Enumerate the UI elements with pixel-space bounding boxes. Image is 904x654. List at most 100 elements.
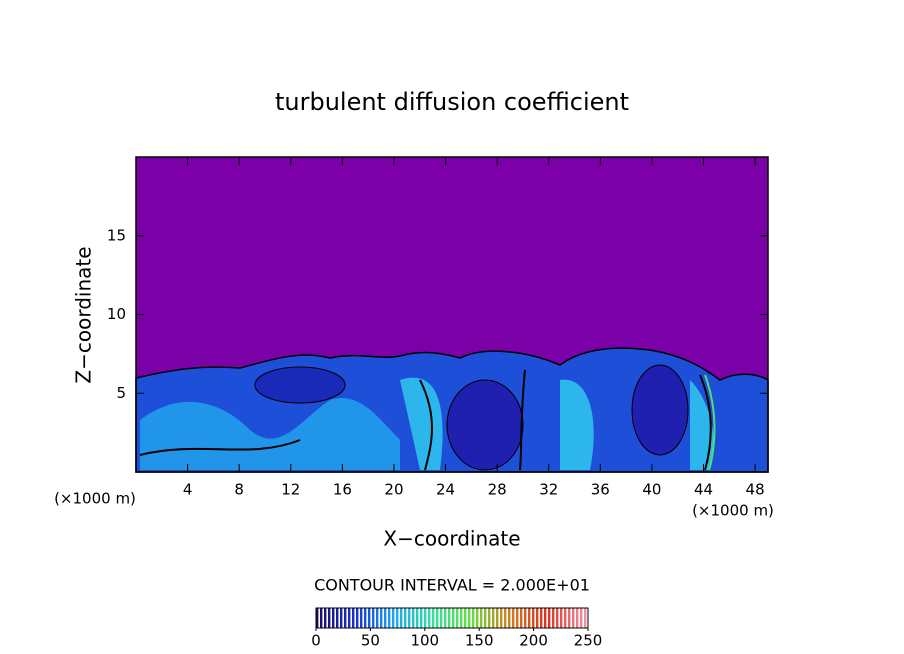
- colorbar-cell: [524, 608, 527, 628]
- colorbar-cell: [400, 608, 403, 628]
- colorbar-cell: [320, 608, 323, 628]
- colorbar-cell: [380, 608, 383, 628]
- y-tick-label: 15: [107, 226, 126, 244]
- colorbar-cell: [416, 608, 419, 628]
- colorbar-cell: [424, 608, 427, 628]
- colorbar-cell: [516, 608, 519, 628]
- x-unit-label: (×1000 m): [692, 502, 774, 520]
- colorbar-cell: [568, 608, 571, 628]
- colorbar-cell: [352, 608, 355, 628]
- colorbar-cell: [420, 608, 423, 628]
- colorbar-tick-label: 200: [519, 632, 548, 650]
- colorbar-cell: [512, 608, 515, 628]
- eddy: [140, 398, 400, 470]
- colorbar-cell: [332, 608, 335, 628]
- colorbar-cell: [384, 608, 387, 628]
- colorbar-cell: [576, 608, 579, 628]
- x-tick-label: 44: [694, 481, 713, 499]
- colorbar-tick-label: 250: [574, 632, 603, 650]
- colorbar-cell: [504, 608, 507, 628]
- colorbar-cell: [364, 608, 367, 628]
- x-tick-label: 32: [539, 481, 558, 499]
- colorbar-cell: [376, 608, 379, 628]
- chart-title: turbulent diffusion coefficient: [275, 88, 629, 116]
- colorbar-cell: [432, 608, 435, 628]
- colorbar-frame: [315, 607, 589, 629]
- colorbar-cell: [468, 608, 471, 628]
- x-tick-label: 12: [281, 481, 300, 499]
- colorbar-cell: [340, 608, 343, 628]
- colorbar-cell: [520, 608, 523, 628]
- y-tick-label: 5: [116, 384, 126, 402]
- x-tick-label: 20: [384, 481, 403, 499]
- colorbar-cell: [436, 608, 439, 628]
- colorbar-tick-label: 150: [465, 632, 494, 650]
- colorbar-cell: [472, 608, 475, 628]
- colorbar-cell: [408, 608, 411, 628]
- colorbar-cell: [412, 608, 415, 628]
- colorbar-tick-label: 100: [410, 632, 439, 650]
- colorbar-cell: [488, 608, 491, 628]
- colorbar-cell: [540, 608, 543, 628]
- colorbar-cell: [580, 608, 583, 628]
- colorbar-cell: [452, 608, 455, 628]
- colorbar-cell: [328, 608, 331, 628]
- x-tick-label: 36: [591, 481, 610, 499]
- x-tick-label: 40: [642, 481, 661, 499]
- colorbar-cell: [572, 608, 575, 628]
- x-tick-label: 28: [488, 481, 507, 499]
- colorbar-cell: [388, 608, 391, 628]
- colorbar-cell: [440, 608, 443, 628]
- y-axis-label: Z−coordinate: [72, 246, 96, 383]
- colorbar-cell: [536, 608, 539, 628]
- x-tick-label: 4: [183, 481, 193, 499]
- x-unit-label: (×1000 m): [54, 490, 136, 508]
- contour-interval: CONTOUR INTERVAL = 2.000E+01: [314, 576, 590, 595]
- y-tick-label: 10: [107, 305, 126, 323]
- colorbar-cell: [560, 608, 563, 628]
- colorbar-tick-label: 50: [361, 632, 380, 650]
- colorbar-cell: [500, 608, 503, 628]
- colorbar-cell: [344, 608, 347, 628]
- colorbar-cell: [584, 608, 587, 628]
- colorbar-cell: [552, 608, 555, 628]
- colorbar-cell: [556, 608, 559, 628]
- colorbar-cell: [324, 608, 327, 628]
- colorbar-cell: [448, 608, 451, 628]
- colorbar-cell: [544, 608, 547, 628]
- colorbar-cell: [460, 608, 463, 628]
- eddy-core: [254, 366, 346, 404]
- colorbar-cell: [316, 608, 319, 628]
- x-axis-label: X−coordinate: [383, 527, 520, 551]
- colorbar-cell: [372, 608, 375, 628]
- colorbar-cell: [404, 608, 407, 628]
- colorbar-cell: [464, 608, 467, 628]
- colorbar-cell: [444, 608, 447, 628]
- colorbar-cell: [548, 608, 551, 628]
- colorbar-cell: [484, 608, 487, 628]
- colorbar-cell: [476, 608, 479, 628]
- colorbar-cell: [480, 608, 483, 628]
- eddy-core: [446, 379, 524, 471]
- colorbar-cell: [392, 608, 395, 628]
- field: [135, 157, 769, 473]
- colorbar-cell: [532, 608, 535, 628]
- x-tick-label: 48: [746, 481, 765, 499]
- colorbar-cell: [492, 608, 495, 628]
- colorbar-cell: [336, 608, 339, 628]
- colorbar-cell: [508, 608, 511, 628]
- x-tick-label: 16: [333, 481, 352, 499]
- colorbar-cell: [456, 608, 459, 628]
- contour-line: [139, 369, 712, 471]
- contour-line: [704, 374, 716, 471]
- colorbar-cell: [348, 608, 351, 628]
- colorbar-cell: [396, 608, 399, 628]
- colorbar-cell: [368, 608, 371, 628]
- colorbar-cell: [496, 608, 499, 628]
- colorbar-cell: [528, 608, 531, 628]
- colorbar-cell: [428, 608, 431, 628]
- colorbar-cell: [564, 608, 567, 628]
- colorbar-cell: [360, 608, 363, 628]
- x-tick-label: 8: [234, 481, 244, 499]
